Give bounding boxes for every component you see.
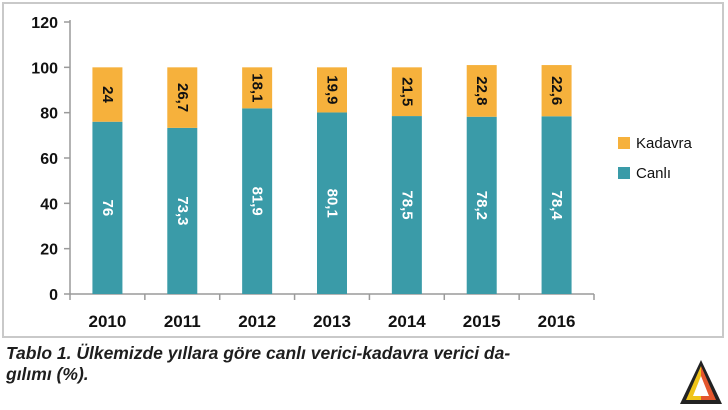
data-label: 19,9 (324, 75, 341, 104)
bar-kadavra (167, 67, 198, 128)
bar-canli (466, 116, 497, 294)
data-label: 78,5 (398, 190, 415, 219)
y-tick-label: 100 (31, 60, 58, 77)
x-tick-label: 2011 (164, 312, 201, 331)
bar-canli (242, 108, 273, 294)
bar-kadavra (242, 67, 273, 109)
bar-kadavra (391, 67, 422, 117)
y-tick-label: 120 (31, 15, 58, 32)
data-label: 73,3 (174, 196, 191, 225)
bar-kadavra (317, 67, 347, 113)
data-label: 22,8 (473, 76, 490, 105)
data-label: 81,9 (249, 187, 266, 216)
figure-caption: Tablo 1. Ülkemizde yıllara göre canlı ve… (6, 343, 706, 385)
legend-swatch (618, 137, 630, 149)
data-label: 26,7 (174, 83, 191, 112)
bar-kadavra (541, 65, 572, 117)
legend-label: Canlı (636, 165, 671, 182)
x-tick-label: 2010 (89, 312, 127, 331)
x-tick-label: 2014 (388, 312, 426, 331)
data-label: 78,2 (473, 191, 490, 220)
y-tick-label: 60 (40, 151, 58, 168)
y-tick-label: 20 (40, 242, 58, 259)
bar-canli (317, 112, 347, 294)
legend-label: Kadavra (636, 135, 693, 152)
data-label: 22,6 (548, 76, 565, 105)
axes: 0 20 40 60 80 100 120 2010 2011 2012 2013 2014 2015 2… (31, 15, 595, 331)
y-tick-label: 0 (49, 287, 58, 304)
bar-canli (92, 121, 123, 294)
legend: Kadavra Canlı (618, 135, 693, 182)
legend-swatch (618, 167, 630, 179)
caption-text: Tablo 1. Ülkemizde yıllara göre canlı ve… (6, 343, 511, 384)
chart-frame: 0 20 40 60 80 100 120 2010 2011 2012 2013 2014 2015 2… (2, 2, 724, 338)
bars (92, 65, 572, 294)
x-tick-label: 2016 (538, 312, 576, 331)
bar-kadavra (466, 65, 497, 117)
data-label: 21,5 (398, 77, 415, 106)
bar-canli (391, 116, 422, 294)
x-tick-label: 2013 (313, 312, 351, 331)
bar-canli (541, 116, 572, 294)
y-tick-label: 40 (40, 196, 58, 213)
value-labels: 76 24 73,3 26,7 81,9 18,1 80,1 19,9 78,5 21,5 78,2… (99, 73, 565, 225)
x-tick-label: 2012 (238, 312, 276, 331)
data-label: 78,4 (548, 191, 565, 221)
stacked-bar-chart: 0 20 40 60 80 100 120 2010 2011 2012 2013 2014 2015 2… (31, 15, 693, 331)
corner-logo-icon (680, 360, 722, 404)
y-tick-label: 80 (40, 106, 58, 123)
data-label: 24 (99, 86, 116, 103)
bar-canli (167, 127, 198, 294)
data-label: 76 (99, 200, 116, 217)
data-label: 18,1 (249, 73, 266, 102)
bar-kadavra (92, 67, 123, 122)
data-label: 80,1 (324, 189, 341, 218)
x-tick-label: 2015 (463, 312, 501, 331)
